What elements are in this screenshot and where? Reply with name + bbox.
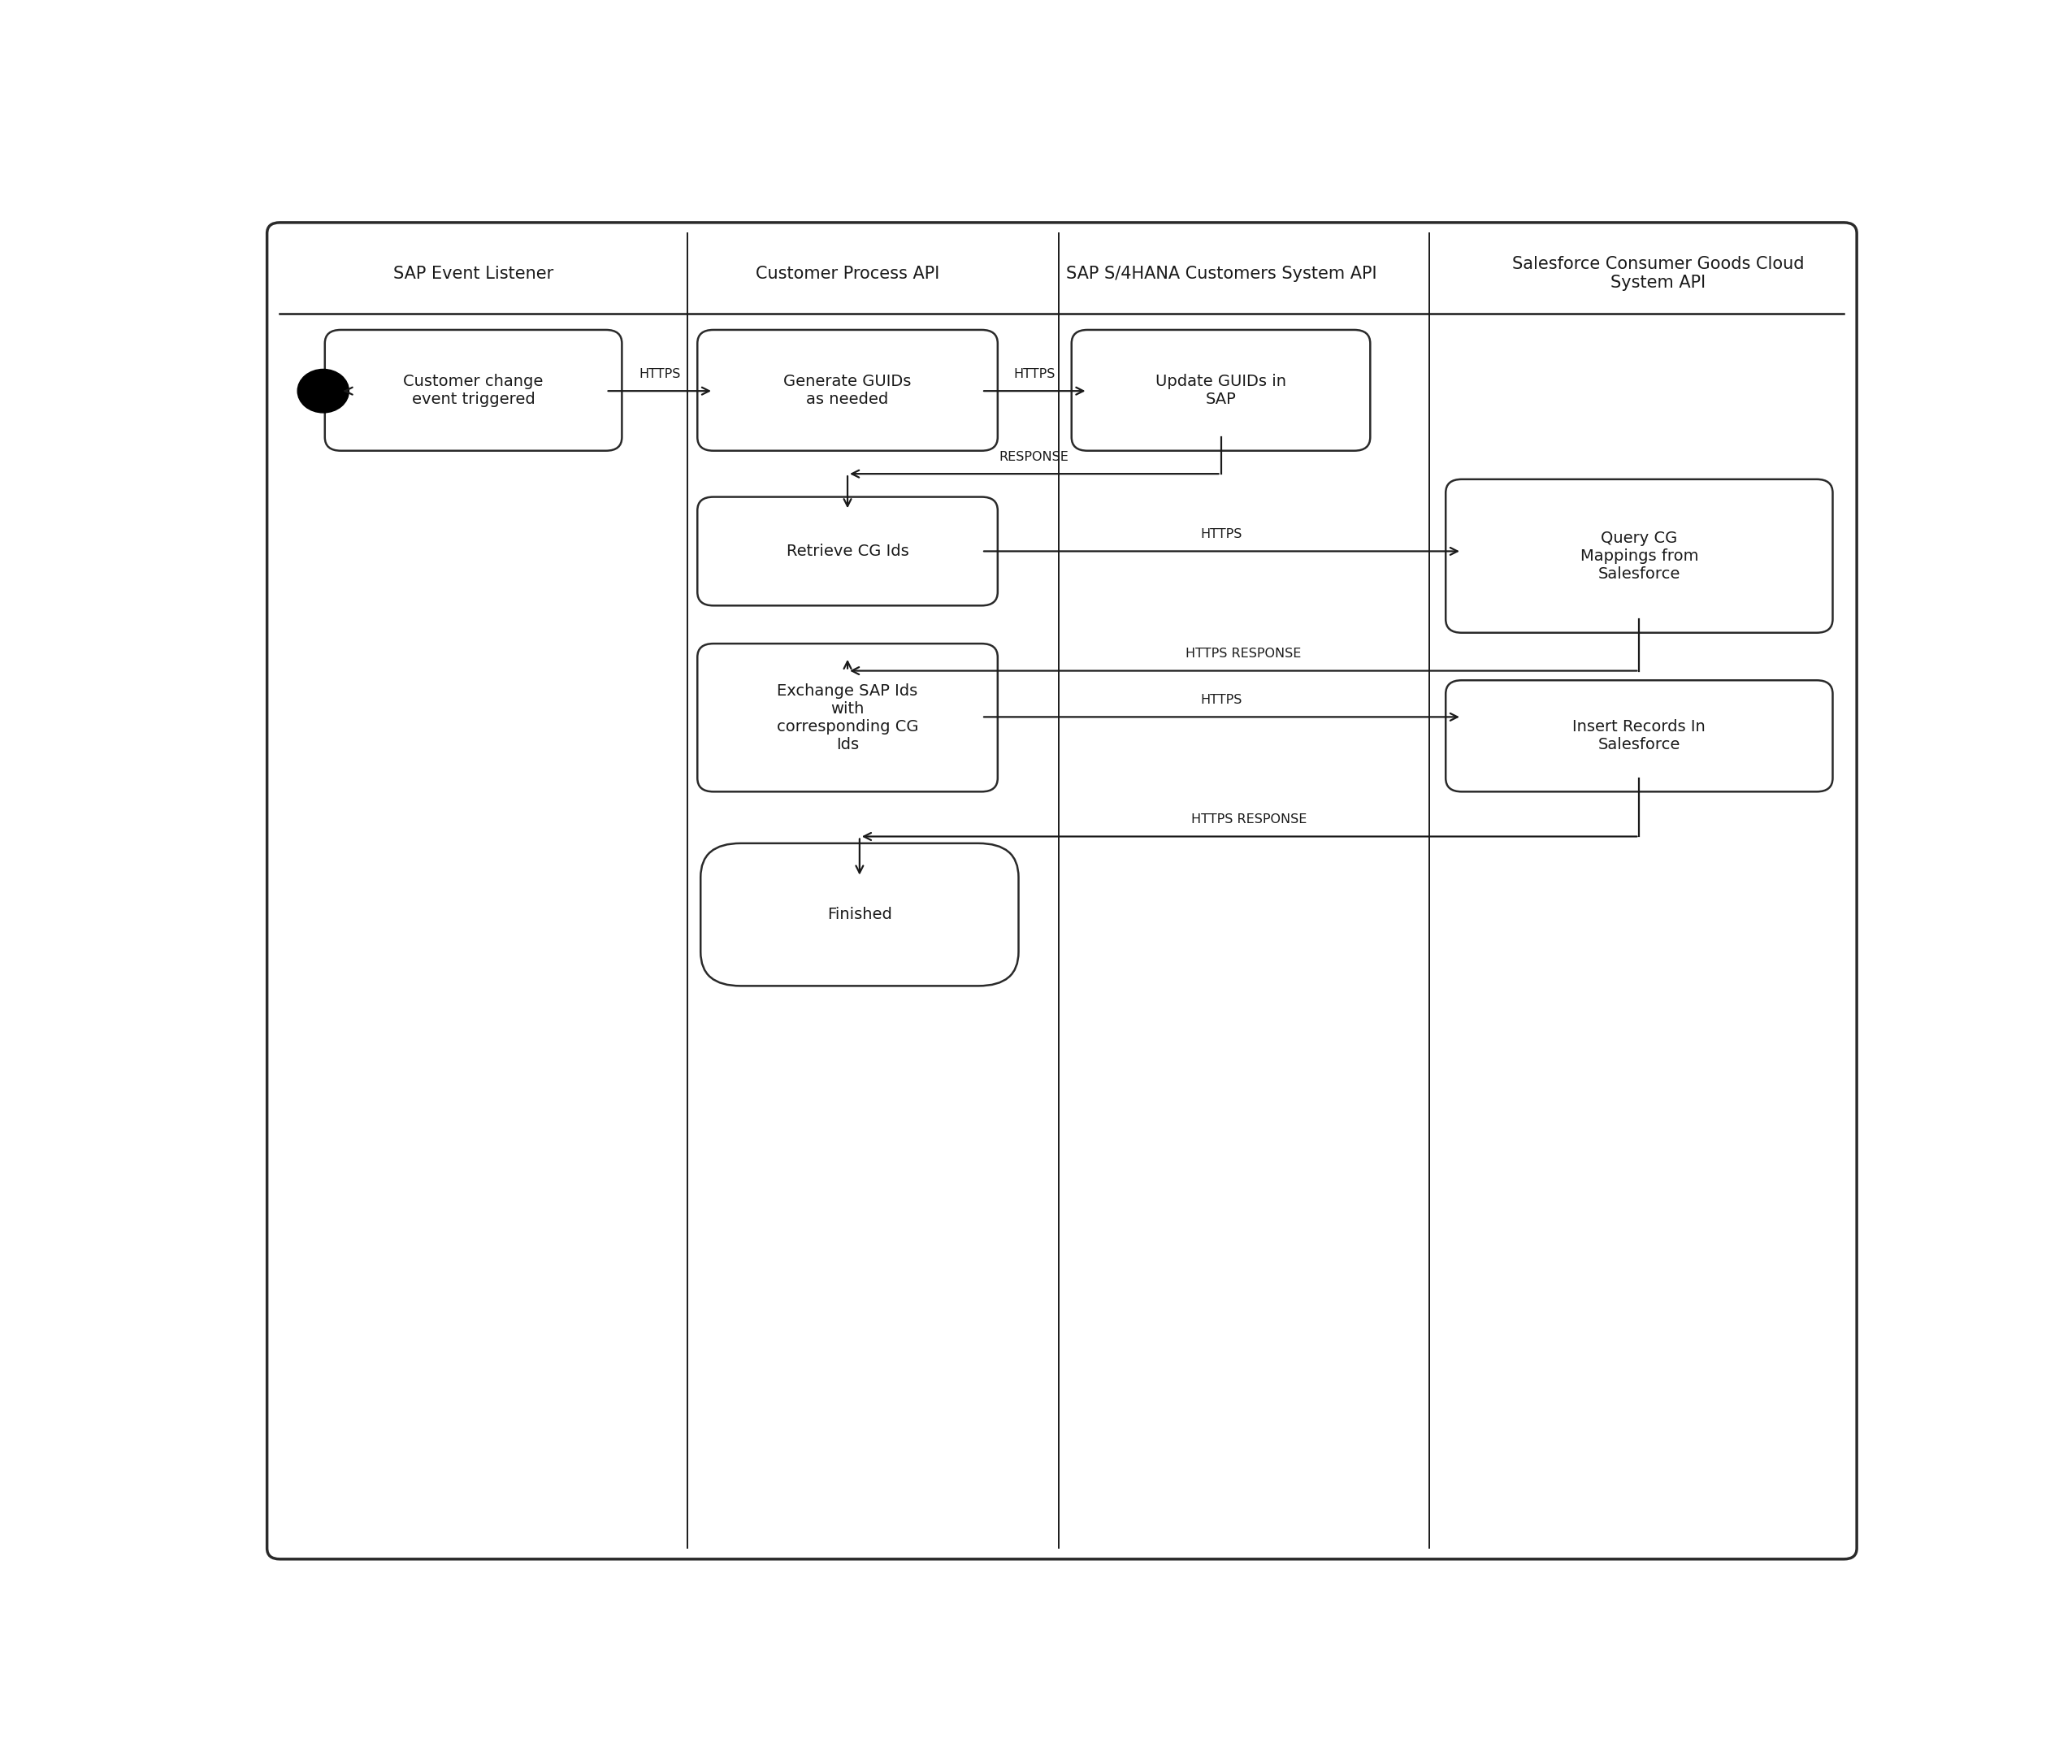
Text: Retrieve CG Ids: Retrieve CG Ids xyxy=(785,543,910,559)
Text: HTTPS: HTTPS xyxy=(1202,527,1243,540)
Text: HTTPS RESPONSE: HTTPS RESPONSE xyxy=(1191,813,1307,826)
Text: Finished: Finished xyxy=(827,907,893,923)
Text: HTTPS: HTTPS xyxy=(638,369,680,379)
Text: RESPONSE: RESPONSE xyxy=(999,452,1069,462)
Text: Customer Process API: Customer Process API xyxy=(756,265,939,282)
FancyBboxPatch shape xyxy=(325,330,622,452)
FancyBboxPatch shape xyxy=(1446,681,1832,792)
Text: SAP Event Listener: SAP Event Listener xyxy=(394,265,553,282)
Text: Insert Records In
Salesforce: Insert Records In Salesforce xyxy=(1573,720,1705,753)
FancyBboxPatch shape xyxy=(1446,480,1832,633)
Text: HTTPS: HTTPS xyxy=(1202,693,1243,706)
Text: HTTPS RESPONSE: HTTPS RESPONSE xyxy=(1185,647,1301,660)
Text: Query CG
Mappings from
Salesforce: Query CG Mappings from Salesforce xyxy=(1581,531,1699,582)
FancyBboxPatch shape xyxy=(700,843,1019,986)
Text: Customer change
event triggered: Customer change event triggered xyxy=(404,374,543,407)
FancyBboxPatch shape xyxy=(1071,330,1370,452)
FancyBboxPatch shape xyxy=(698,497,997,605)
FancyBboxPatch shape xyxy=(267,222,1857,1559)
Text: Salesforce Consumer Goods Cloud
System API: Salesforce Consumer Goods Cloud System A… xyxy=(1513,256,1805,291)
Circle shape xyxy=(298,369,348,413)
FancyBboxPatch shape xyxy=(698,644,997,792)
Text: Generate GUIDs
as needed: Generate GUIDs as needed xyxy=(783,374,912,407)
Text: Update GUIDs in
SAP: Update GUIDs in SAP xyxy=(1156,374,1287,407)
Text: HTTPS: HTTPS xyxy=(1013,369,1055,379)
Text: SAP S/4HANA Customers System API: SAP S/4HANA Customers System API xyxy=(1067,265,1378,282)
Text: Exchange SAP Ids
with
corresponding CG
Ids: Exchange SAP Ids with corresponding CG I… xyxy=(777,683,918,751)
FancyBboxPatch shape xyxy=(698,330,997,452)
